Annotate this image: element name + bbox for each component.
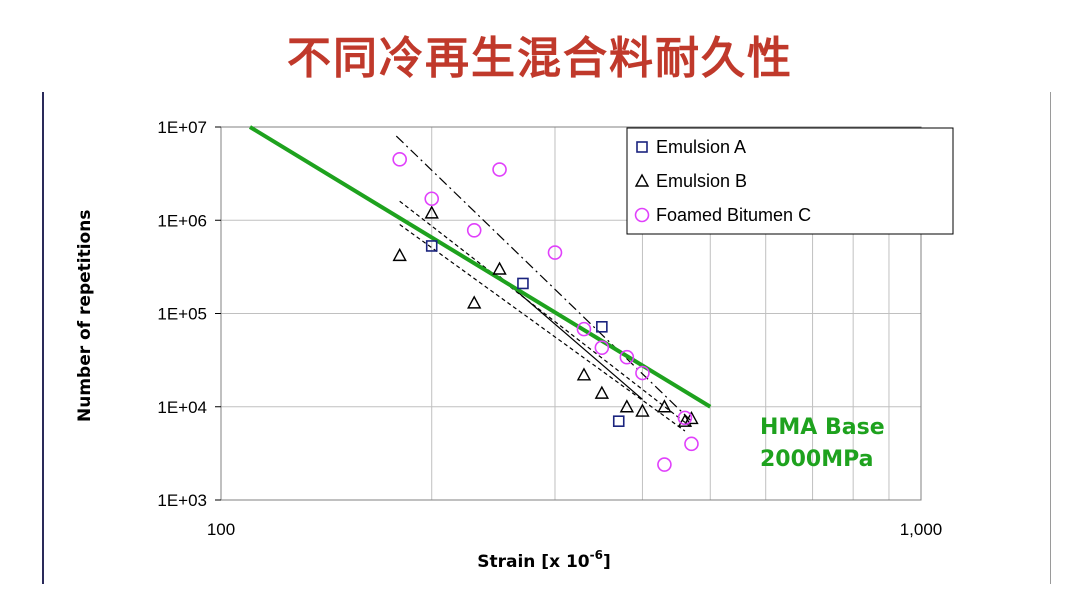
slide-title: 不同冷再生混合料耐久性 (287, 33, 793, 84)
legend-label: Emulsion A (656, 137, 746, 157)
foamed-bitumen-c-point (657, 457, 672, 472)
emulsion-b-point (657, 399, 672, 413)
data-points (392, 152, 699, 472)
y-tick-label: 1E+06 (157, 211, 207, 230)
x-axis-title-main: Strain [x 10 (477, 552, 590, 572)
foamed-bitumen-c-point (635, 365, 650, 381)
x-tick-label: 100 (207, 520, 235, 539)
emulsion-b-point (576, 367, 592, 381)
emulsion-b-point (634, 173, 650, 187)
emulsion-b-point (467, 295, 482, 309)
emulsion-b-point (392, 247, 407, 262)
hma-label-line1: HMA Base (760, 415, 885, 440)
x-axis-title-sup: -6 (590, 548, 603, 562)
trend-lines (395, 135, 692, 432)
emulsion-b-point (619, 399, 635, 413)
foamed-bitumen-c-point (466, 223, 482, 238)
trend-line (399, 224, 686, 432)
y-tick-label: 1E+03 (157, 491, 207, 510)
foamed-bitumen-c-point (392, 152, 407, 167)
emulsion-a-point (612, 415, 625, 427)
y-tick-label: 1E+05 (157, 305, 207, 324)
legend: Emulsion A Emulsion B Foamed Bitumen C (626, 127, 954, 235)
legend-label: Foamed Bitumen C (656, 205, 811, 225)
foamed-bitumen-c-point (634, 207, 650, 223)
x-axis-title-tail: ] (603, 552, 611, 572)
emulsion-b-point (594, 385, 610, 399)
legend-label: Emulsion B (656, 171, 747, 191)
chart-frame: 1E+07 1E+06 1E+05 1E+04 1E+03 100 1,000 Numbe… (42, 92, 1051, 584)
emulsion-b-point (677, 413, 693, 427)
emulsion-a-point (425, 240, 438, 252)
x-tick-label: 1,000 (900, 520, 943, 539)
foamed-bitumen-c-point (576, 321, 592, 337)
emulsion-a-point (596, 321, 608, 333)
hma-reference-line (248, 125, 712, 409)
emulsion-b-point (492, 261, 507, 275)
y-axis-title: Number of repetitions (75, 210, 95, 422)
x-tick-labels: 100 1,000 (207, 520, 942, 539)
hma-label-line2: 2000MPa (760, 447, 874, 472)
emulsion-a-point (636, 141, 648, 153)
x-axis-title: Strain [x 10-6] (477, 548, 611, 572)
y-tick-labels: 1E+07 1E+06 1E+05 1E+04 1E+03 (157, 118, 221, 510)
chart-svg: 1E+07 1E+06 1E+05 1E+04 1E+03 100 1,000 Numbe… (75, 118, 954, 572)
emulsion-b-point (684, 410, 699, 425)
foamed-bitumen-c-point (619, 349, 635, 365)
emulsion-a-point (517, 277, 529, 290)
y-tick-label: 1E+04 (157, 398, 207, 417)
legend-items: Emulsion A Emulsion B Foamed Bitumen C (634, 137, 811, 225)
emulsion-b-point (424, 205, 439, 219)
foamed-bitumen-c-point (424, 191, 440, 207)
emulsion-b-point (635, 403, 650, 417)
trend-line (499, 275, 643, 400)
foamed-bitumen-c-point (594, 340, 610, 355)
legend-box (626, 127, 954, 235)
trend-line (399, 200, 692, 428)
foamed-bitumen-c-point (684, 436, 699, 452)
foamed-bitumen-c-point (677, 410, 693, 426)
foamed-bitumen-c-point (547, 245, 563, 260)
trend-line (395, 135, 692, 422)
foamed-bitumen-c-point (492, 162, 507, 177)
y-tick-label: 1E+07 (157, 118, 207, 137)
